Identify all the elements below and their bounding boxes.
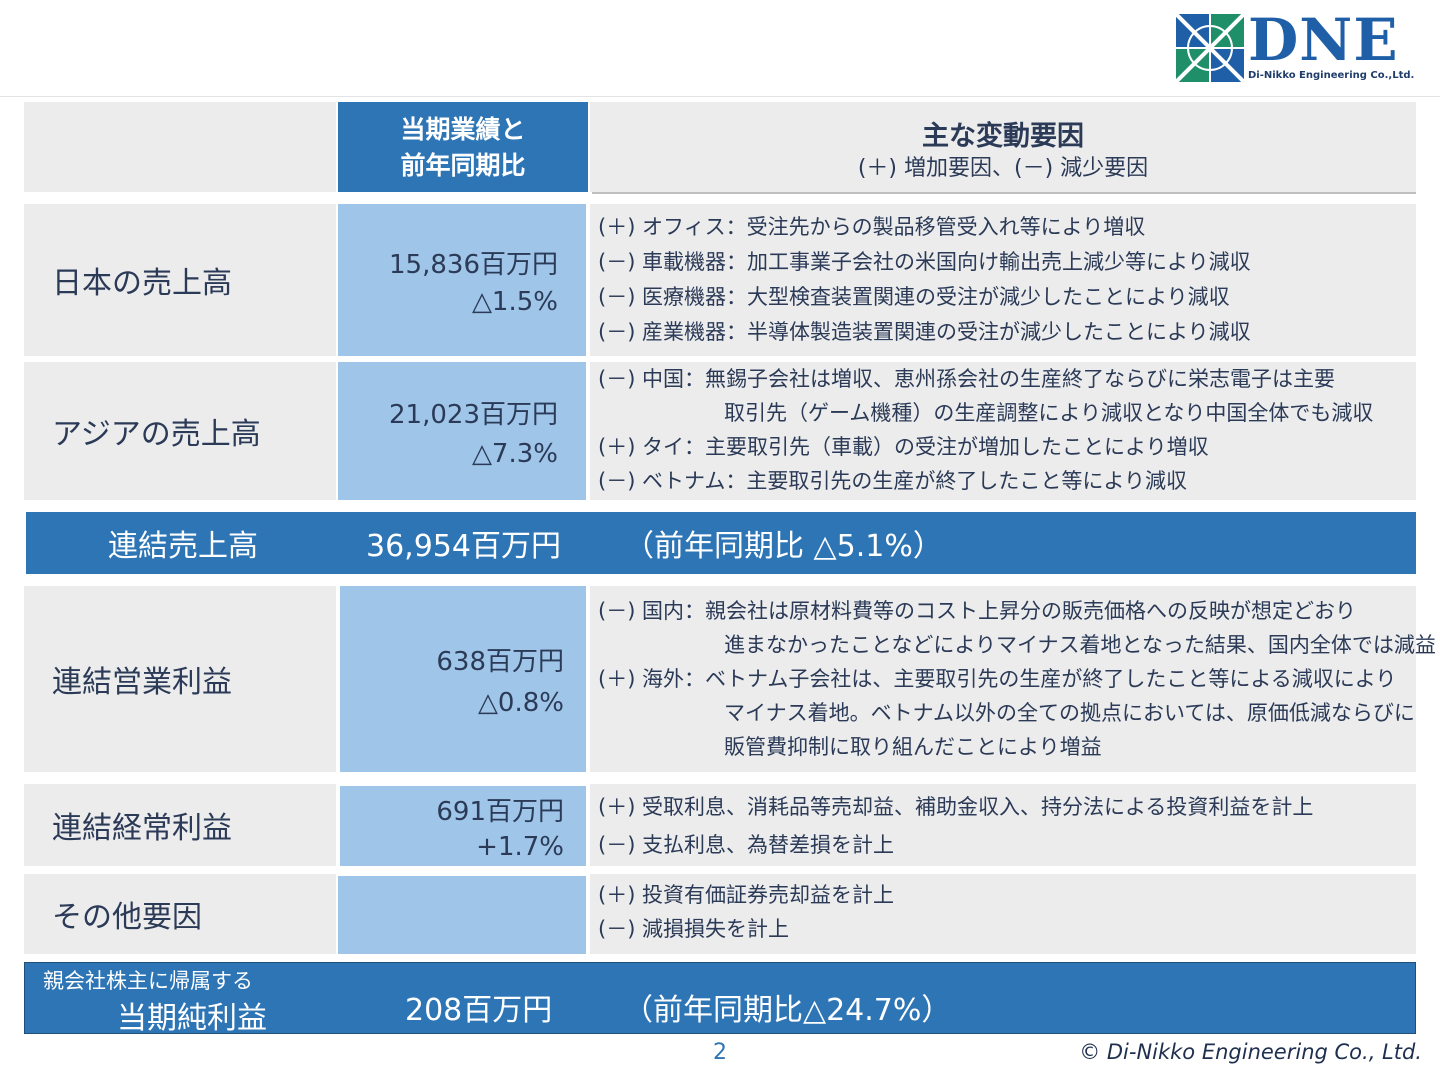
header-factors-subtitle: (＋) 増加要因、(－) 減少要因	[857, 156, 1149, 181]
row-asia-label: アジアの売上高	[52, 417, 261, 452]
row-operating-label: 連結営業利益	[52, 665, 232, 700]
header-results-label: 当期業績と 前年同期比	[400, 115, 526, 180]
row-asia-value-cell: 21,023百万円 △7.3%	[338, 362, 586, 500]
row-japan-label-cell: 日本の売上高	[24, 204, 336, 356]
row-asia-value: 21,023百万円	[389, 399, 558, 430]
note-line: (＋) 海外：ベトナム子会社は、主要取引先の生産が終了したこと等による減収により	[598, 667, 1397, 691]
note-line: (－) 産業機器：半導体製造装置関連の受注が減少したことにより減収	[598, 320, 1251, 344]
row-operating-value-cell: 638百万円 △0.8%	[340, 586, 586, 772]
note-line-continued: 進まなかったことなどによりマイナス着地となった結果、国内全体では減益	[724, 633, 1436, 657]
row-japan-label: 日本の売上高	[52, 266, 232, 301]
net-income-band: 親会社株主に帰属する 当期純利益 208百万円 （前年同期比△24.7%）	[24, 962, 1416, 1036]
row-operating-label-cell: 連結営業利益	[24, 586, 336, 772]
page-number: 2	[713, 1040, 727, 1065]
row-ordinary-value: 691百万円	[436, 796, 564, 827]
row-operating-value: 638百万円	[436, 646, 564, 677]
row-japan-value-cell: 15,836百万円 △1.5%	[338, 204, 586, 356]
note-line: (－) 減損損失を計上	[598, 917, 790, 941]
header-factors-title: 主な変動要因	[922, 121, 1084, 152]
row-japan-value: 15,836百万円	[389, 249, 558, 280]
note-line: (＋) 投資有価証券売却益を計上	[598, 883, 895, 907]
header-factors-cell: 主な変動要因 (＋) 増加要因、(－) 減少要因	[590, 102, 1416, 192]
row-asia-change: △7.3%	[471, 438, 558, 469]
net-income-compare: （前年同期比△24.7%）	[623, 993, 952, 1028]
row-operating-change: △0.8%	[477, 687, 564, 718]
note-line: (－) 中国：無錫子会社は増収、恵州孫会社の生産終了ならびに栄志電子は主要	[598, 367, 1336, 391]
note-line: (＋) オフィス：受注先からの製品移管受入れ等により増収	[598, 215, 1146, 239]
row-other-notes: (＋) 投資有価証券売却益を計上 (－) 減損損失を計上	[590, 874, 1416, 954]
note-line: (＋) 受取利息、消耗品等売却益、補助金収入、持分法による投資利益を計上	[598, 795, 1314, 819]
logo-mark-icon	[1176, 14, 1244, 82]
header-blank-cell	[24, 102, 336, 192]
row-ordinary-notes: (＋) 受取利息、消耗品等売却益、補助金収入、持分法による投資利益を計上 (－)…	[590, 784, 1416, 866]
company-logo: DNE Di-Nikko Engineering Co.,Ltd.	[1176, 6, 1420, 86]
consolidated-sales-label: 連結売上高	[108, 529, 258, 564]
logo-subtitle: Di-Nikko Engineering Co.,Ltd.	[1248, 70, 1415, 81]
row-ordinary-change: +1.7%	[476, 831, 564, 862]
consolidated-sales-compare: （前年同期比 △5.1%）	[624, 529, 943, 564]
net-income-label-small: 親会社株主に帰属する	[43, 969, 253, 993]
row-ordinary-label: 連結経常利益	[52, 811, 232, 846]
row-asia-label-cell: アジアの売上高	[24, 362, 336, 500]
copyright: © Di-Nikko Engineering Co., Ltd.	[1079, 1040, 1422, 1064]
consolidated-sales-value: 36,954百万円	[366, 529, 561, 564]
note-line: (－) ベトナム：主要取引先の生産が終了したこと等により減収	[598, 469, 1188, 493]
row-asia-notes: (－) 中国：無錫子会社は増収、恵州孫会社の生産終了ならびに栄志電子は主要 取引…	[590, 362, 1416, 500]
row-ordinary-label-cell: 連結経常利益	[24, 784, 336, 866]
note-line: (－) 支払利息、為替差損を計上	[598, 833, 895, 857]
note-line: (－) 車載機器：加工事業子会社の米国向け輸出売上減少等により減収	[598, 250, 1251, 274]
header-results-cell: 当期業績と 前年同期比	[338, 102, 588, 192]
top-divider	[0, 96, 1440, 97]
consolidated-sales-band: 連結売上高 36,954百万円 （前年同期比 △5.1%）	[26, 512, 1416, 574]
logo-text: DNE	[1248, 6, 1399, 74]
row-operating-notes: (－) 国内：親会社は原材料費等のコスト上昇分の販売価格への反映が想定どおり 進…	[590, 586, 1436, 772]
row-ordinary-value-cell: 691百万円 +1.7%	[340, 786, 586, 866]
row-japan-notes: (＋) オフィス：受注先からの製品移管受入れ等により増収 (－) 車載機器：加工…	[590, 204, 1416, 356]
row-other-value-cell	[338, 876, 586, 954]
row-other-label: その他要因	[52, 900, 202, 935]
net-income-value: 208百万円	[405, 993, 553, 1028]
note-line: (－) 国内：親会社は原材料費等のコスト上昇分の販売価格への反映が想定どおり	[598, 599, 1357, 623]
row-japan-change: △1.5%	[471, 286, 558, 317]
note-line-continued: 取引先（ゲーム機種）の生産調整により減収となり中国全体でも減収	[724, 401, 1374, 425]
note-line: (＋) タイ：主要取引先（車載）の受注が増加したことにより増収	[598, 435, 1209, 459]
net-income-label: 当期純利益	[117, 1001, 267, 1036]
note-line: (－) 医療機器：大型検査装置関連の受注が減少したことにより減収	[598, 285, 1230, 309]
note-line-continued: 販管費抑制に取り組んだことにより増益	[724, 735, 1102, 759]
note-line-continued: マイナス着地。ベトナム以外の全ての拠点においては、原価低減ならびに	[724, 701, 1415, 725]
row-other-label-cell: その他要因	[24, 874, 336, 954]
header-underline	[592, 192, 1416, 194]
